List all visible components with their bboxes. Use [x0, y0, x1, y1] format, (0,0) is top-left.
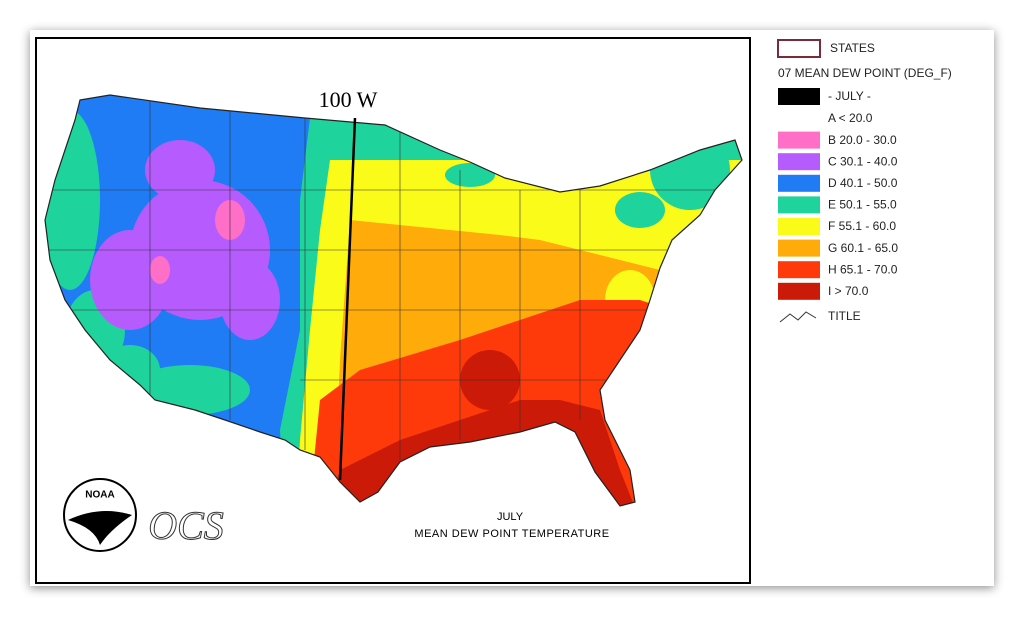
legend-swatch	[778, 261, 820, 279]
legend-label: E 50.1 - 55.0	[828, 198, 897, 212]
legend-swatch	[778, 131, 820, 149]
legend-label: F 55.1 - 60.0	[828, 219, 896, 233]
legend-states: STATES	[830, 41, 875, 55]
legend-label: D 40.1 - 50.0	[828, 176, 898, 190]
meridian-line	[338, 117, 357, 481]
legend-label: C 30.1 - 40.0	[828, 154, 898, 168]
legend-line: TITLE	[828, 309, 861, 323]
state-lines	[45, 100, 740, 460]
legend: A < 20.0 B 20.0 - 30.0 C 30.1 - 40.0 D 40.1…	[778, 111, 898, 300]
legend-label: G 60.1 - 65.0	[828, 241, 898, 255]
title-line-sample	[779, 311, 817, 323]
dew-zone	[615, 192, 665, 228]
legend-month: - JULY -	[828, 89, 871, 103]
legend-label: B 20.0 - 30.0	[828, 133, 897, 147]
dew-zone	[220, 260, 280, 340]
noaa-text: NOAA	[85, 490, 114, 501]
dew-zone	[445, 163, 495, 187]
legend-swatch	[778, 174, 820, 192]
month-swatch	[778, 88, 820, 105]
legend-swatch	[778, 196, 820, 214]
noaa-bird	[68, 511, 132, 545]
legend-label: H 65.1 - 70.0	[828, 262, 898, 276]
ocs-text: OCS	[148, 503, 224, 548]
legend-swatch	[778, 239, 820, 257]
caption-line: MEAN DEW POINT TEMPERATURE	[414, 528, 609, 540]
caption-line: JULY	[497, 511, 524, 523]
legend-title: 07 MEAN DEW POINT (DEG_F)	[778, 66, 952, 80]
legend-swatch	[778, 153, 820, 171]
states-swatch	[777, 39, 821, 58]
dew-zone	[145, 140, 215, 200]
meridian-label: 100 W	[319, 87, 378, 112]
legend-swatch	[778, 282, 820, 300]
legend-label: I > 70.0	[828, 284, 869, 298]
dew-zone	[150, 256, 170, 284]
legend-swatch	[778, 218, 820, 235]
legend-label: A < 20.0	[828, 111, 873, 125]
